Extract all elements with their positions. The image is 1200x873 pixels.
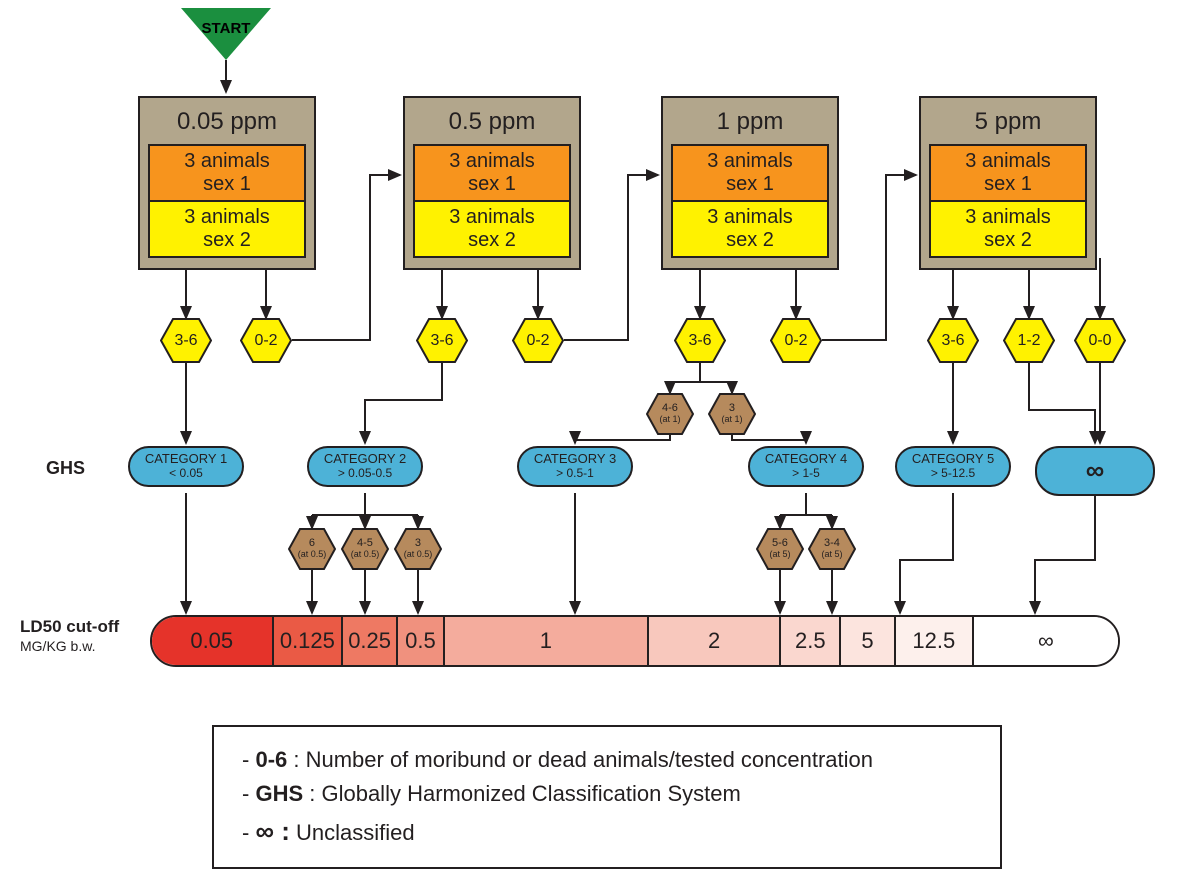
category-5: CATEGORY 5 > 5-12.5 [895,446,1011,487]
category-4: CATEGORY 4 > 1-5 [748,446,864,487]
dose-box-3: 1 ppm 3 animalssex 1 3 animalssex 2 [661,96,839,270]
hex-b2-36: 3-6 [416,318,468,363]
dose-title-2: 0.5 ppm [413,108,571,136]
ld50-seg-9: ∞ [974,617,1118,665]
legend-box: - 0-6 : Number of moribund or dead anima… [212,725,1002,869]
ld50-seg-3: 0.5 [398,617,445,665]
ld50-seg-0: 0.05 [152,617,274,665]
dose-box-4: 5 ppm 3 animalssex 1 3 animalssex 2 [919,96,1097,270]
hex-cat2-6: 6(at 0.5) [288,528,336,570]
hex-b4-12: 1-2 [1003,318,1055,363]
category-3: CATEGORY 3 > 0.5-1 [517,446,633,487]
dose-box-2: 0.5 ppm 3 animalssex 1 3 animalssex 2 [403,96,581,270]
hex-b3-02: 0-2 [770,318,822,363]
category-2: CATEGORY 2 > 0.05-0.5 [307,446,423,487]
category-inf: ∞ [1035,446,1155,496]
hex-b4-36: 3-6 [927,318,979,363]
dose-sex1-3: 3 animalssex 1 [671,144,829,202]
legend-line-1: - 0-6 : Number of moribund or dead anima… [242,743,972,777]
hex-b1-02: 0-2 [240,318,292,363]
hex-cat2-3: 3(at 0.5) [394,528,442,570]
dose-title-3: 1 ppm [671,108,829,136]
dose-sex2-2: 3 animalssex 2 [413,202,571,258]
ld50-seg-6: 2.5 [781,617,841,665]
hex-mid-46: 4-6(at 1) [646,393,694,435]
hex-b1-36: 3-6 [160,318,212,363]
ghs-row-label: GHS [46,458,85,479]
dose-title-4: 5 ppm [929,108,1087,136]
hex-b2-02: 0-2 [512,318,564,363]
dose-sex2-4: 3 animalssex 2 [929,202,1087,258]
dose-sex1-1: 3 animalssex 1 [148,144,306,202]
ld50-seg-7: 5 [841,617,896,665]
dose-sex1-4: 3 animalssex 1 [929,144,1087,202]
hex-cat4-34: 3-4(at 5) [808,528,856,570]
start-node: START [181,8,271,68]
dose-sex2-3: 3 animalssex 2 [671,202,829,258]
ld50-seg-4: 1 [445,617,649,665]
category-1: CATEGORY 1 < 0.05 [128,446,244,487]
ld50-row-label: LD50 cut-off MG/KG b.w. [20,618,119,655]
legend-line-3: - ∞ : Unclassified [242,811,972,851]
ld50-cutoff-bar: 0.050.1250.250.5122.5512.5∞ [150,615,1120,667]
hex-cat4-56: 5-6(at 5) [756,528,804,570]
hex-cat2-45: 4-5(at 0.5) [341,528,389,570]
ld50-seg-5: 2 [649,617,781,665]
ld50-seg-1: 0.125 [274,617,344,665]
hex-mid-3: 3(at 1) [708,393,756,435]
hex-b4-00: 0-0 [1074,318,1126,363]
ld50-seg-8: 12.5 [896,617,974,665]
ld50-seg-2: 0.25 [343,617,398,665]
hex-b3-36: 3-6 [674,318,726,363]
toxicity-flowchart: START 0.05 ppm 3 animalssex 1 3 animalss… [0,0,1200,873]
start-label: START [202,20,251,37]
dose-sex2-1: 3 animalssex 2 [148,202,306,258]
dose-title-1: 0.05 ppm [148,108,306,136]
dose-sex1-2: 3 animalssex 1 [413,144,571,202]
dose-box-1: 0.05 ppm 3 animalssex 1 3 animalssex 2 [138,96,316,270]
legend-line-2: - GHS : Globally Harmonized Classificati… [242,777,972,811]
